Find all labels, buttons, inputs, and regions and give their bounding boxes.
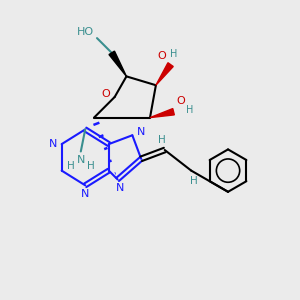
Text: HO: HO — [77, 27, 94, 37]
Text: N: N — [116, 183, 125, 193]
Polygon shape — [109, 51, 126, 76]
Text: H: H — [67, 161, 74, 171]
Polygon shape — [156, 63, 173, 85]
Text: N: N — [136, 127, 145, 137]
Text: N: N — [76, 155, 85, 165]
Text: H: H — [87, 161, 95, 171]
Text: O: O — [101, 89, 110, 99]
Text: N: N — [81, 189, 89, 199]
Text: H: H — [158, 135, 166, 145]
Text: H: H — [190, 176, 198, 186]
Text: O: O — [176, 96, 185, 106]
Text: N: N — [49, 139, 58, 149]
Text: H: H — [186, 105, 194, 115]
Text: O: O — [158, 51, 166, 61]
Polygon shape — [150, 109, 174, 118]
Text: H: H — [170, 49, 177, 59]
